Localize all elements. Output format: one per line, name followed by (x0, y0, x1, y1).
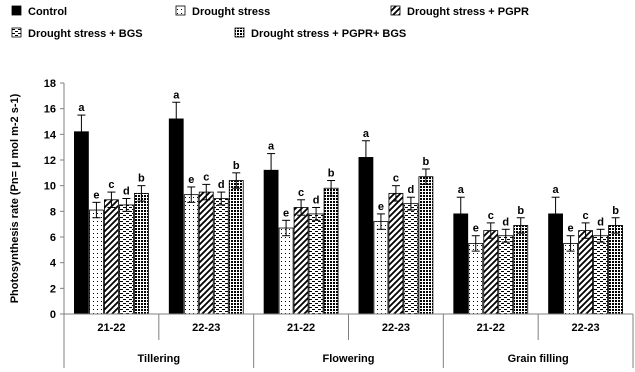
significance-letter: b (423, 156, 430, 168)
bar-4-6 (593, 235, 608, 315)
y-tick-label: 4 (50, 258, 57, 270)
bar-1-4 (358, 157, 374, 315)
x-group-label: Tillering (138, 353, 181, 365)
significance-letter: e (283, 207, 289, 219)
x-tick-label: 21-22 (477, 322, 505, 334)
x-tick-label: 22-23 (382, 322, 410, 334)
bar-4-5 (498, 235, 514, 315)
significance-letter: c (393, 173, 399, 185)
significance-letter: b (233, 160, 240, 172)
significance-letter: a (363, 128, 370, 140)
bar-4-2 (213, 198, 229, 315)
significance-letter: b (612, 205, 619, 217)
bar-5-5 (513, 225, 529, 315)
bar-4-4 (403, 203, 419, 315)
x-tick-label: 22-23 (192, 322, 220, 334)
x-tick-label: 22-23 (572, 322, 600, 334)
bar-2-5 (468, 243, 484, 315)
y-tick-label: 16 (44, 104, 56, 116)
y-tick-label: 6 (50, 232, 56, 244)
legend-label-5: Drought stress + PGPR+ BGS (251, 28, 406, 40)
legend-swatch-3 (390, 5, 401, 16)
significance-letter: b (517, 205, 524, 217)
legend-label-3: Drought stress + PGPR (407, 6, 529, 18)
y-axis-title: Photosynthesis rate (Pn= µ mol m-2 s-1) (9, 93, 21, 303)
significance-letter: b (328, 168, 335, 180)
significance-letter: a (78, 102, 85, 114)
significance-letter: d (408, 184, 415, 196)
bar-3-1 (104, 199, 119, 315)
significance-letter: d (218, 179, 225, 191)
legend-swatch-2 (175, 5, 186, 16)
x-tick-label: 21-22 (97, 322, 125, 334)
bar-5-3 (323, 187, 339, 315)
significance-letter: c (203, 171, 209, 183)
x-tick-label: 21-22 (287, 322, 315, 334)
significance-letter: a (458, 184, 465, 196)
bar-3-5 (483, 230, 499, 315)
significance-letter: e (378, 201, 384, 213)
bar-3-4 (388, 192, 404, 315)
bar-5-6 (608, 225, 623, 315)
bar-4-3 (308, 213, 324, 315)
bar-5-1 (134, 192, 149, 315)
bar-2-4 (373, 221, 389, 315)
legend-label-4: Drought stress + BGS (28, 28, 143, 40)
x-group-label: Grain filling (508, 353, 569, 365)
bar-5-4 (418, 176, 434, 315)
significance-letter: e (93, 189, 99, 201)
significance-letter: a (173, 89, 180, 101)
significance-letter: a (553, 184, 560, 196)
y-axis: 0 2 4 6 8 10 12 14 16 18 Photosynthesis rate (Pn= … (9, 78, 65, 321)
bar-5-2 (228, 180, 244, 315)
legend-swatch-5 (234, 27, 245, 38)
y-tick-label: 8 (50, 206, 56, 218)
legend-swatch-4 (11, 27, 22, 38)
significance-letter: e (568, 223, 574, 235)
legend: Control Drought stress Drought stress + PG… (11, 5, 529, 40)
significance-letter: b (138, 173, 145, 185)
y-tick-label: 14 (44, 129, 57, 141)
legend-label-1: Control (28, 6, 67, 18)
significance-letter: a (268, 141, 275, 153)
significance-letter: d (313, 194, 320, 206)
y-tick-label: 12 (44, 155, 56, 167)
bar-1-1 (74, 131, 89, 315)
significance-letter: c (298, 187, 304, 199)
bar-2-1 (89, 209, 104, 315)
y-tick-label: 18 (44, 78, 56, 90)
bar-2-6 (563, 243, 578, 315)
bar-1-2 (168, 118, 184, 315)
significance-letter: d (123, 186, 130, 198)
significance-letter: e (473, 223, 479, 235)
significance-letter: e (188, 174, 194, 186)
bar-2-2 (183, 194, 199, 315)
x-group-label: Flowering (323, 353, 375, 365)
bar-4-1 (119, 204, 134, 315)
legend-swatch-1 (11, 5, 22, 16)
significance-letter: d (597, 216, 604, 228)
significance-letter: d (502, 216, 509, 228)
bar-3-6 (578, 230, 593, 315)
bar-3-3 (293, 207, 309, 315)
significance-letter: c (583, 210, 589, 222)
y-tick-label: 0 (50, 309, 56, 321)
legend-label-2: Drought stress (192, 6, 270, 18)
bar-1-3 (263, 169, 279, 315)
y-tick-label: 10 (44, 181, 56, 193)
y-tick-label: 2 (50, 283, 56, 295)
significance-letter: c (108, 179, 114, 191)
x-axis: 21-22 22-23 21-22 22-23 21-22 22-23 Tillering F… (63, 313, 634, 368)
bar-2-3 (278, 227, 294, 315)
significance-letter: c (488, 210, 494, 222)
bar-3-2 (198, 191, 214, 315)
